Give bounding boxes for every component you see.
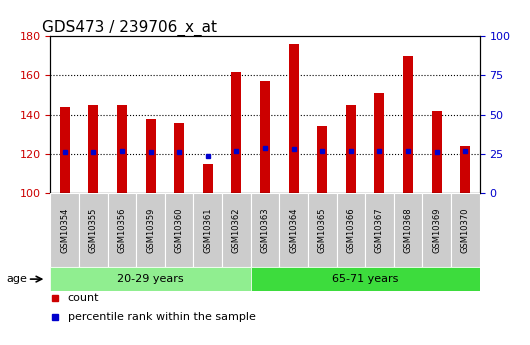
- Bar: [203, 164, 213, 193]
- Bar: [89, 105, 98, 193]
- Text: GSM10360: GSM10360: [175, 208, 183, 253]
- Text: GSM10363: GSM10363: [261, 207, 269, 253]
- Text: GSM10364: GSM10364: [289, 208, 298, 253]
- Bar: [422, 193, 451, 267]
- Text: GSM10365: GSM10365: [318, 208, 326, 253]
- Bar: [394, 193, 422, 267]
- Bar: [375, 93, 384, 193]
- Bar: [432, 111, 441, 193]
- Text: count: count: [67, 294, 99, 303]
- Text: 20-29 years: 20-29 years: [117, 274, 184, 284]
- Bar: [317, 127, 327, 193]
- Bar: [251, 267, 480, 291]
- Bar: [108, 193, 136, 267]
- Bar: [146, 119, 155, 193]
- Text: GSM10354: GSM10354: [60, 208, 69, 253]
- Text: GSM10359: GSM10359: [146, 208, 155, 253]
- Bar: [403, 56, 413, 193]
- Bar: [193, 193, 222, 267]
- Text: GDS473 / 239706_x_at: GDS473 / 239706_x_at: [42, 20, 217, 36]
- Text: GSM10368: GSM10368: [404, 207, 412, 253]
- Text: percentile rank within the sample: percentile rank within the sample: [67, 312, 255, 322]
- Text: GSM10361: GSM10361: [204, 208, 212, 253]
- Bar: [337, 193, 365, 267]
- Bar: [346, 105, 356, 193]
- Bar: [60, 107, 69, 193]
- Bar: [251, 193, 279, 267]
- Bar: [50, 267, 251, 291]
- Bar: [289, 44, 298, 193]
- Text: GSM10362: GSM10362: [232, 208, 241, 253]
- Bar: [260, 81, 270, 193]
- Bar: [50, 193, 79, 267]
- Text: GSM10370: GSM10370: [461, 208, 470, 253]
- Bar: [232, 71, 241, 193]
- Text: GSM10369: GSM10369: [432, 208, 441, 253]
- Bar: [174, 122, 184, 193]
- Bar: [79, 193, 108, 267]
- Text: 65-71 years: 65-71 years: [332, 274, 399, 284]
- Bar: [279, 193, 308, 267]
- Text: GSM10355: GSM10355: [89, 208, 98, 253]
- Bar: [136, 193, 165, 267]
- Bar: [308, 193, 337, 267]
- Bar: [165, 193, 193, 267]
- Bar: [451, 193, 480, 267]
- Bar: [117, 105, 127, 193]
- Bar: [365, 193, 394, 267]
- Text: GSM10367: GSM10367: [375, 207, 384, 253]
- Text: GSM10366: GSM10366: [347, 207, 355, 253]
- Text: age: age: [6, 274, 27, 284]
- Bar: [222, 193, 251, 267]
- Text: GSM10356: GSM10356: [118, 208, 126, 253]
- Bar: [461, 146, 470, 193]
